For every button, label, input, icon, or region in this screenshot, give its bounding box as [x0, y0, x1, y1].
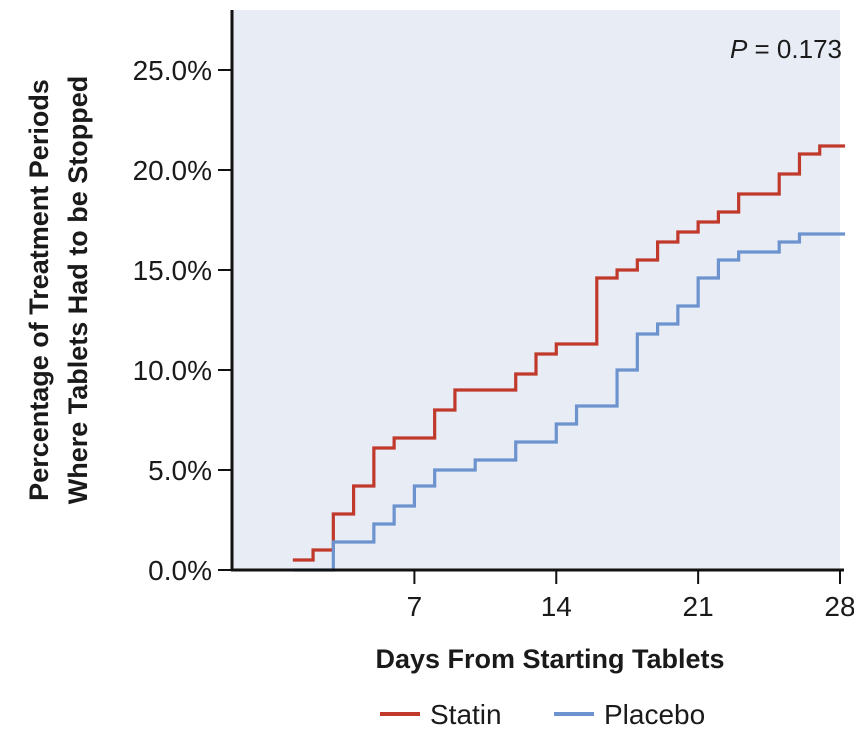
y-tick-label: 10.0% [133, 355, 212, 386]
x-axis-title: Days From Starting Tablets [375, 644, 724, 674]
series-layer [292, 144, 846, 572]
legend-placebo-label: Placebo [604, 699, 705, 730]
y-axis-title-line-2: Where Tablets Had to be Stopped [63, 76, 93, 505]
y-axis-title-line-1: Percentage of Treatment Periods [24, 79, 54, 501]
y-tick-label: 15.0% [133, 255, 212, 286]
series-line-placebo [292, 232, 846, 572]
x-tick-label: 14 [541, 591, 572, 622]
x-tick-label: 21 [683, 591, 714, 622]
y-tick-label: 5.0% [148, 455, 212, 486]
plot-background [232, 10, 840, 570]
y-tick-label: 0.0% [148, 555, 212, 586]
x-axis-ticks: 7 14 21 28 [407, 570, 854, 622]
p-value-annotation: P = 0.173 [730, 34, 842, 64]
series-line-statin [292, 144, 846, 562]
legend: Statin Placebo [380, 699, 705, 730]
y-tick-label: 20.0% [133, 155, 212, 186]
legend-statin-label: Statin [430, 699, 502, 730]
y-tick-label: 25.0% [133, 55, 212, 86]
y-axis-title: Percentage of Treatment Periods Where Ta… [24, 76, 93, 505]
x-tick-label: 7 [407, 591, 423, 622]
x-tick-label: 28 [824, 591, 854, 622]
y-axis-ticks: 0.0% 5.0% 10.0% 15.0% 20.0% 25.0% [133, 55, 232, 586]
